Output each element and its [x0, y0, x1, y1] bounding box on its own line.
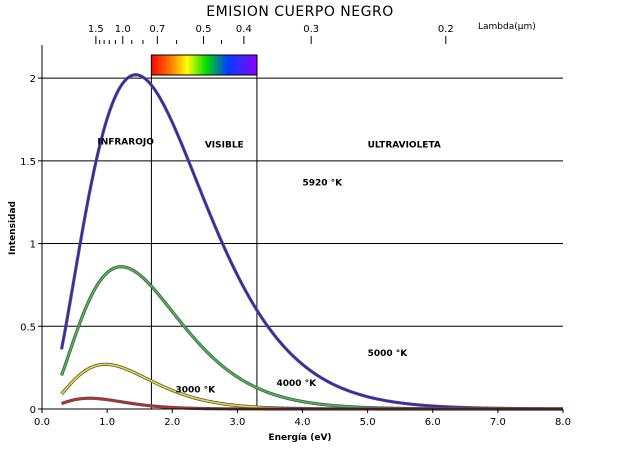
series-label-5920: 5920 °K — [303, 179, 344, 189]
region-label: ULTRAVIOLETA — [368, 141, 441, 151]
x-tick-label: 5.0 — [360, 417, 376, 428]
chart-labels: INFRAROJO VISIBLE ULTRAVIOLETA 5920 °K 5000 … — [97, 137, 441, 395]
x2-tick-label: 0.7 — [149, 24, 165, 35]
x-tick-label: 3.0 — [229, 417, 245, 428]
series-line-shadow-5920 — [59, 73, 563, 411]
x-tick-label: 7.0 — [490, 417, 506, 428]
series-label-5000: 5000 °K — [368, 349, 409, 359]
series-label-4000: 4000 °K — [276, 379, 317, 389]
x2-tick-label: 0.4 — [236, 24, 252, 35]
series-group — [59, 73, 563, 411]
chart-title: EMISION CUERPO NEGRO — [206, 4, 393, 20]
grid-lines — [42, 77, 563, 327]
x-tick-label: 0.0 — [34, 417, 50, 428]
x2-tick-label: 1.0 — [115, 24, 131, 35]
x2-tick-label: 0.5 — [196, 24, 212, 35]
visible-band — [150, 54, 258, 409]
x2-tick-label: 0.3 — [303, 24, 319, 35]
x-tick-label: 1.0 — [99, 417, 115, 428]
x-tick-label: 6.0 — [425, 417, 441, 428]
series-label-3000: 3000 °K — [176, 385, 217, 395]
y-tick-label: 1.5 — [20, 157, 36, 168]
axes: 0.0 1.0 2.0 3.0 4.0 5.0 6.0 7.0 8.0 0 0.5 1 1.5 2 1.5 1… — [20, 24, 571, 428]
x2-tick-label: 1.5 — [88, 24, 104, 35]
region-label: INFRAROJO — [97, 137, 154, 147]
series-line-5920 — [60, 73, 563, 410]
x-axis-label: Energía (eV) — [268, 433, 331, 443]
spectrum-strip — [150, 54, 258, 76]
y-tick-label: 2 — [30, 74, 36, 85]
x-tick-label: 8.0 — [555, 417, 571, 428]
y-tick-label: 0.5 — [20, 322, 36, 333]
x2-axis-label: Lambda(µm) — [478, 22, 536, 32]
y-tick-label: 0 — [30, 405, 36, 416]
y-axis-label: Intensidad — [8, 201, 18, 255]
region-label: VISIBLE — [205, 141, 244, 151]
x-tick-label: 4.0 — [295, 417, 311, 428]
y-tick-label: 1 — [30, 240, 36, 251]
x-tick-label: 2.0 — [164, 417, 180, 428]
x2-tick-label: 0.2 — [438, 24, 454, 35]
